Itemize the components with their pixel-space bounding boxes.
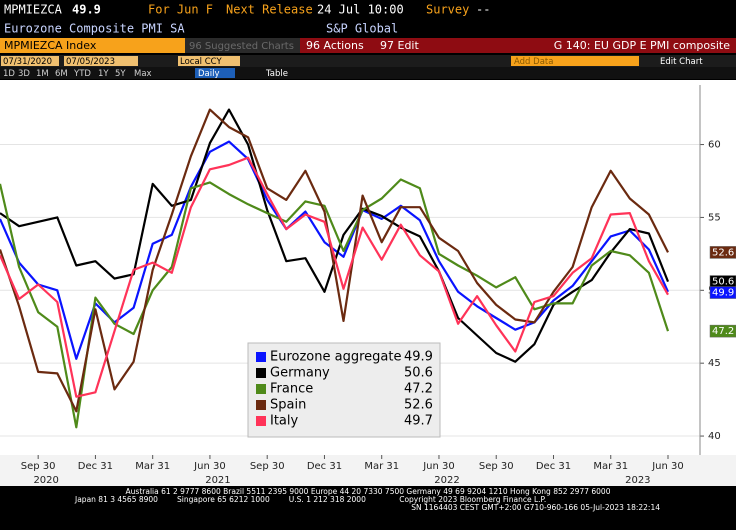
table[interactable]: Table: [265, 69, 288, 79]
survey-label: Survey: [426, 3, 469, 17]
x-year-label: 2023: [625, 475, 650, 486]
legend-swatch: [256, 400, 266, 410]
legend-value: 52.6: [404, 398, 433, 413]
last-value-tag: [709, 286, 736, 299]
description: Eurozone Composite PMI SA: [4, 22, 185, 36]
suggested-box[interactable]: [185, 38, 300, 53]
x-tick-label: Sep 30: [250, 461, 285, 472]
x-tick-label: Dec 31: [307, 461, 342, 472]
range-bar: [0, 67, 736, 79]
security[interactable]: MPMIEZCA Index: [4, 39, 97, 52]
legend-label: Eurozone aggregate: [270, 350, 401, 365]
legend-label: Spain: [270, 398, 306, 413]
x-tick-label: Jun 30: [193, 461, 226, 472]
add-data-box[interactable]: [511, 56, 639, 66]
range-button[interactable]: Max: [134, 69, 152, 79]
x-tick-label: Dec 31: [536, 461, 571, 472]
edit-chart[interactable]: Edit Chart: [660, 57, 703, 67]
range-button[interactable]: 5Y: [115, 69, 126, 79]
x-year-label: 2020: [33, 475, 58, 486]
y-tick-label: 60: [708, 140, 721, 151]
x-year-label: 2022: [434, 475, 459, 486]
period: For Jun F: [148, 3, 213, 17]
legend-swatch: [256, 352, 266, 362]
range-buttons: 1D 3D 1M 6M YTD 1Y 5Y Max: [3, 69, 152, 79]
legend-label: France: [270, 382, 313, 397]
menu-bar: [300, 38, 736, 53]
add-data[interactable]: Add Data: [514, 57, 553, 67]
actions[interactable]: 96 Actions: [306, 39, 364, 52]
range-button[interactable]: 1Y: [98, 69, 109, 79]
range-button[interactable]: 1D: [3, 69, 15, 79]
footer-line: Australia 61 2 9777 8600 Brazil 5511 239…: [126, 487, 611, 496]
x-tick-label: Mar 31: [135, 461, 170, 472]
last-value-label: 49.9: [712, 288, 734, 299]
legend-swatch: [256, 416, 266, 426]
edit[interactable]: 97 Edit: [380, 39, 419, 52]
currency-box[interactable]: [178, 56, 240, 66]
legend-value: 47.2: [404, 382, 433, 397]
legend-swatch: [256, 368, 266, 378]
survey: --: [476, 3, 490, 17]
legend-value: 49.7: [404, 414, 433, 429]
next-release-label: Next Release: [226, 3, 313, 17]
series-line: [0, 178, 670, 429]
source: S&P Global: [326, 22, 398, 36]
last-value-tag: [709, 246, 736, 259]
x-tick-label: Mar 31: [593, 461, 628, 472]
end-date[interactable]: 07/05/2023: [66, 57, 115, 67]
page-title: G 140: EU GDP E PMI composite: [554, 39, 730, 52]
x-tick-label: Jun 30: [422, 461, 455, 472]
suggested[interactable]: 96 Suggested Charts: [189, 41, 294, 52]
x-year-label: 2021: [205, 475, 230, 486]
ticker: MPMIEZCA: [4, 3, 63, 17]
last-value-label: 47.2: [712, 326, 734, 337]
range-button[interactable]: YTD: [73, 69, 91, 79]
x-axis-band: [0, 455, 736, 486]
legend-value: 50.6: [404, 366, 433, 381]
legend-box: [247, 342, 441, 438]
end-date-box[interactable]: [64, 56, 138, 66]
frequency[interactable]: Daily: [198, 69, 220, 79]
last-value-label: 52.6: [712, 247, 734, 258]
x-tick-label: Jun 30: [651, 461, 684, 472]
series-line: [0, 108, 669, 413]
footer-line: Japan 81 3 4565 8900 Singapore 65 6212 1…: [74, 495, 546, 504]
last-value-tag: [709, 324, 736, 338]
start-date[interactable]: 07/31/2020: [3, 57, 52, 67]
y-tick-label: 45: [708, 358, 721, 369]
legend-label: Italy: [270, 414, 299, 429]
range-button[interactable]: 1M: [36, 69, 49, 79]
currency[interactable]: Local CCY: [180, 57, 222, 67]
legend-label: Germany: [270, 366, 330, 381]
x-tick-label: Mar 31: [364, 461, 399, 472]
start-date-box[interactable]: [1, 56, 59, 66]
frequency-box[interactable]: [195, 68, 235, 78]
last-value-label: 50.6: [712, 277, 734, 288]
series-line: [0, 156, 669, 398]
price: 49.9: [72, 3, 101, 17]
y-tick-label: 40: [708, 431, 721, 442]
x-tick-label: Dec 31: [78, 461, 113, 472]
x-tick-label: Sep 30: [479, 461, 514, 472]
footer-line: SN 1164403 CEST GMT+2:00 G710-960-166 05…: [411, 503, 660, 512]
legend-swatch: [256, 384, 266, 394]
next-release: 24 Jul 10:00: [317, 3, 404, 17]
x-tick-label: Sep 30: [21, 461, 56, 472]
legend-value: 49.9: [404, 350, 433, 365]
range-button[interactable]: 3D: [18, 69, 30, 79]
range-button[interactable]: 6M: [55, 69, 68, 79]
security-box[interactable]: [0, 38, 185, 53]
y-tick-label: 55: [708, 212, 721, 223]
